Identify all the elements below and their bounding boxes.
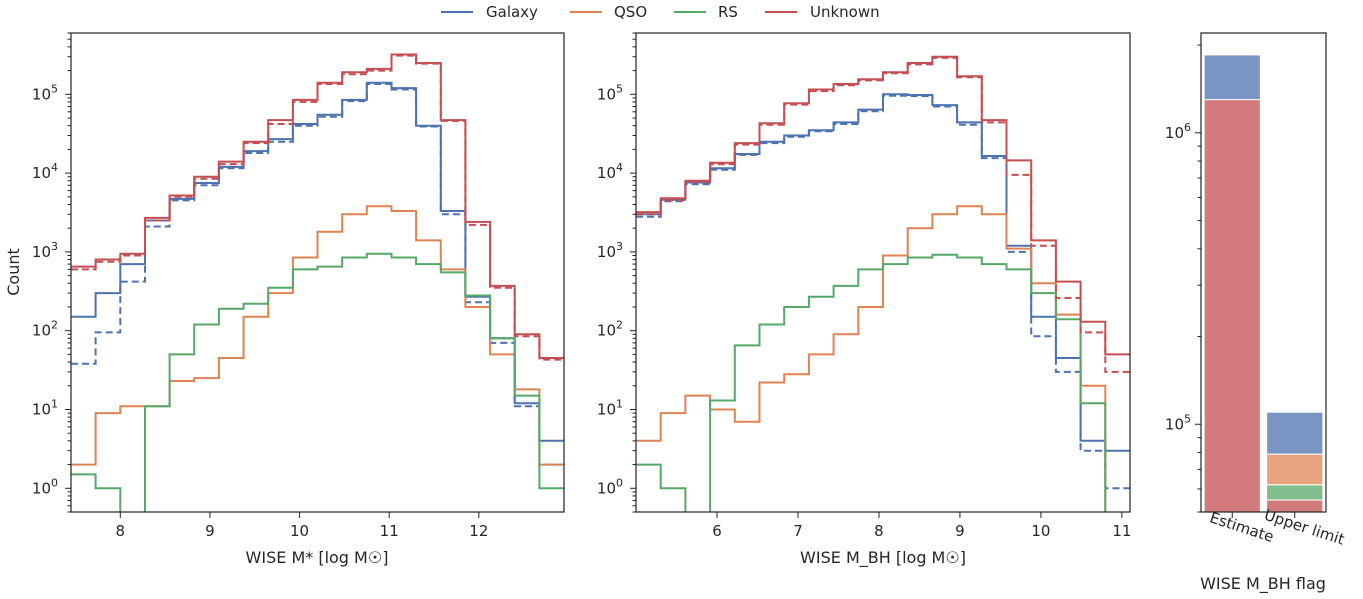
- panel1-y-tick-label-10-5: 105: [32, 82, 58, 103]
- panel2-series-galaxy-dashed: [636, 94, 1130, 490]
- panel1-x-tick-label-9: 9: [205, 522, 215, 540]
- bar-estimate-galaxy: [1203, 54, 1261, 101]
- panel1-frame: [70, 32, 565, 513]
- legend: Galaxy QSO RS Unknown: [441, 3, 880, 21]
- panel2-series-galaxy-solid: [636, 93, 1130, 452]
- bar-upper-limit-galaxy: [1266, 411, 1324, 455]
- panel2-y-tick-label-10-1: 101: [597, 397, 623, 418]
- panel2-x-tick-label-8: 8: [874, 522, 884, 540]
- legend-label-rs: RS: [718, 3, 738, 21]
- legend-label-unknown: Unknown: [810, 3, 880, 21]
- bar-upper-limit-qso: [1266, 453, 1324, 486]
- panel2-x-tick-label-7: 7: [793, 522, 803, 540]
- panel2-y-tick-label-10-5: 105: [597, 82, 623, 103]
- panel1-y-tick-label-10-3: 103: [32, 240, 58, 261]
- panel1-x-tick-label-12: 12: [469, 522, 488, 540]
- panel2-x-tick-label-9: 9: [955, 522, 965, 540]
- panel2-series-qso-solid: [636, 205, 1107, 512]
- panel2-y-tick-label-10-3: 103: [597, 240, 623, 261]
- panel2-y-tick-label-10-2: 102: [597, 319, 623, 340]
- panel2-x-tick-label-11: 11: [1112, 522, 1131, 540]
- panel1-y-tick-label-10-2: 102: [32, 319, 58, 340]
- panel3-x-axis-label: WISE M_BH flag: [1200, 574, 1326, 594]
- panel2-x-axis-label: WISE M_BH [log M☉]: [800, 548, 966, 568]
- panel3-y-tick-label-10-6: 106: [1165, 121, 1191, 142]
- panel2-series-rs-solid: [636, 253, 1107, 512]
- panel1-y-tick-label-10-0: 100: [32, 476, 58, 497]
- panel1-y-tick-label-10-4: 104: [32, 161, 58, 182]
- panel-stellar-mass: 8 9 10 11 12 100 101 102 103 104 105 WISE M* [log …: [32, 32, 565, 567]
- panel1-series-unknown-dashed: [71, 54, 564, 361]
- bar-upper-limit-rs: [1266, 484, 1324, 501]
- panel1-y-tick-label-10-1: 101: [32, 397, 58, 418]
- panel1-x-axis-label: WISE M* [log M☉]: [246, 548, 389, 567]
- panel1-series-rs-solid: [71, 252, 564, 512]
- y-axis-label: Count: [4, 248, 23, 296]
- panel3-y-tick-label-10-5: 105: [1165, 412, 1191, 433]
- legend-label-galaxy: Galaxy: [486, 3, 538, 21]
- panel2-x-tick-label-6: 6: [712, 522, 722, 540]
- panel1-series-galaxy-dashed: [71, 83, 564, 466]
- panel2-x-tick-label-10: 10: [1031, 522, 1050, 540]
- legend-label-qso: QSO: [614, 3, 647, 21]
- panel2-y-tick-label-10-4: 104: [597, 161, 623, 182]
- panel2-y-tick-label-10-0: 100: [597, 476, 623, 497]
- panel2-frame: [635, 32, 1131, 513]
- panel1-x-tick-label-8: 8: [116, 522, 126, 540]
- bar-estimate-unknown: [1203, 99, 1261, 512]
- panel-bh-mass: 6 7 8 9 10 11 100 101 102 103 104 105 WISE M_BH [lo…: [597, 32, 1131, 568]
- panel3-frame: [1200, 32, 1327, 513]
- panel2-series-unknown-dashed: [636, 56, 1130, 373]
- panel1-x-tick-label-11: 11: [380, 522, 399, 540]
- panel1-x-tick-label-10: 10: [290, 522, 309, 540]
